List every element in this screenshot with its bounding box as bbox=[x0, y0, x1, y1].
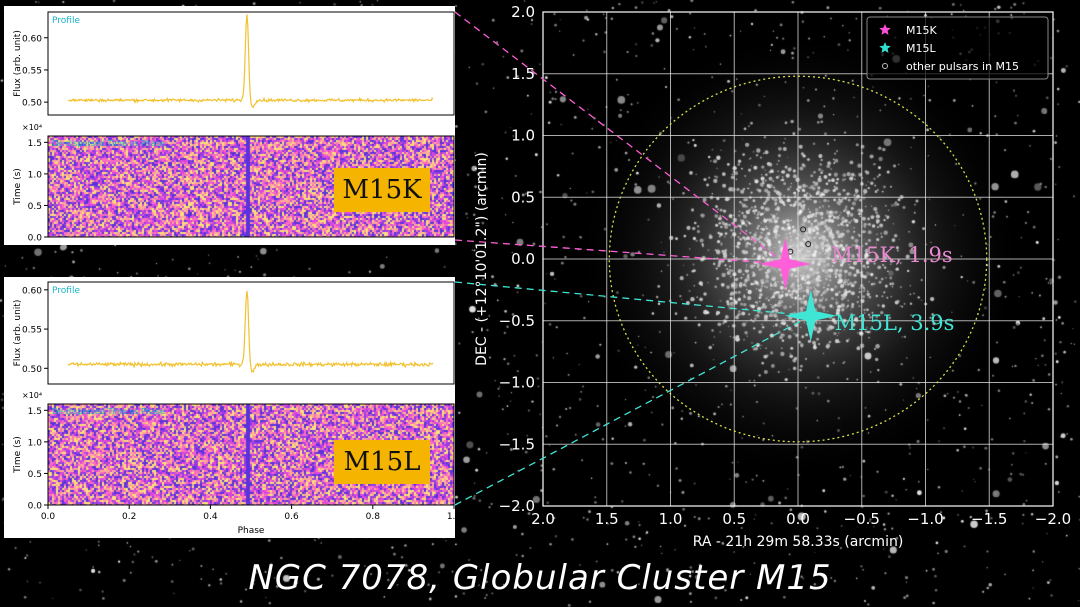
profile-ytick-label: 0.55 bbox=[22, 326, 42, 336]
other-pulsar-marker bbox=[800, 226, 807, 233]
heatmap-ylabel: Time (s) bbox=[13, 168, 23, 206]
skymap-ylabel: DEC - (+12°10'01.2") (arcmin) bbox=[474, 152, 490, 366]
profile-title: Profile bbox=[52, 286, 80, 296]
skymap-frame bbox=[542, 11, 1054, 507]
profile-ytick-label: 0.60 bbox=[22, 34, 42, 44]
profile-ylabel: Flux (arb. unit) bbox=[13, 300, 23, 367]
m15k-connector-bottom bbox=[454, 239, 786, 265]
skymap-ytick-label: −1.0 bbox=[499, 374, 535, 392]
m15l-connector-top bbox=[454, 281, 811, 317]
skymap-ytick-label: 2.0 bbox=[511, 3, 535, 21]
m15l-profile-panel bbox=[4, 277, 455, 389]
skymap-ytick-label: 0.5 bbox=[511, 188, 535, 206]
skymap-xtick-label: −1.0 bbox=[907, 510, 943, 528]
skymap-xlabel: RA - 21h 29m 58.33s (arcmin) bbox=[693, 534, 904, 550]
profile-axes-frame bbox=[47, 11, 455, 116]
phase-xtick-label: 1.0 bbox=[447, 512, 462, 522]
skymap-ytick-label: 1.0 bbox=[511, 127, 535, 145]
m15k-source-label: M15K bbox=[334, 168, 430, 212]
heatmap-ytick-label: 0.5 bbox=[28, 470, 42, 480]
profile-trace bbox=[67, 290, 434, 374]
figure-caption: NGC 7078, Globular Cluster M15 bbox=[248, 558, 832, 598]
skymap-xtick-label: 0.5 bbox=[722, 510, 746, 528]
m15l-connector-bottom bbox=[454, 315, 812, 506]
heatmap-ytick-label: 1.5 bbox=[28, 139, 42, 149]
heatmap-ytick-label: 1.5 bbox=[28, 407, 42, 417]
profile-ytick-label: 0.50 bbox=[22, 365, 42, 375]
profile-ytick-label: 0.50 bbox=[22, 99, 42, 109]
heatmap-title: De-dispersed Time vs Phase bbox=[52, 407, 165, 416]
heatmap-ytick-label: 0.0 bbox=[28, 502, 43, 512]
heatmap-ytick-label: 1.0 bbox=[28, 438, 43, 448]
m15k-connector-top bbox=[454, 11, 786, 265]
skymap-ytick-label: −0.5 bbox=[499, 312, 535, 330]
skymap-xtick-label: 0.0 bbox=[786, 510, 810, 528]
skymap-ytick-label: 0.0 bbox=[511, 250, 535, 268]
legend-m15l-label: M15L bbox=[906, 42, 936, 55]
profile-ytick-label: 0.60 bbox=[22, 286, 42, 296]
legend-other-label: other pulsars in M15 bbox=[906, 60, 1019, 73]
profile-ylabel: Flux (arb. unit) bbox=[13, 30, 23, 97]
heatmap-title: De-dispersed Time vs Phase bbox=[52, 139, 165, 148]
other-pulsar-marker bbox=[805, 241, 812, 248]
heatmap-ytick-label: 0.5 bbox=[28, 202, 42, 212]
skymap-ytick-label: −2.0 bbox=[499, 497, 535, 515]
legend-other-icon bbox=[882, 63, 888, 69]
heatmap-axes-frame bbox=[47, 135, 455, 238]
phase-xtick-label: 0.6 bbox=[284, 512, 299, 522]
heatmap-scale-label: ×10⁴ bbox=[22, 391, 42, 400]
skymap-xtick-label: 1.0 bbox=[659, 510, 683, 528]
skymap-ytick-label: 1.5 bbox=[511, 65, 535, 83]
skymap-xtick-label: −2.0 bbox=[1035, 510, 1071, 528]
m15k-star-marker bbox=[759, 237, 812, 290]
legend-m15k-label: M15K bbox=[906, 24, 937, 37]
m15k-annotation: M15K, 1.9s bbox=[831, 243, 952, 267]
phase-xtick-label: 0.4 bbox=[203, 512, 218, 522]
profile-ytick-label: 0.55 bbox=[22, 66, 42, 76]
cluster-circle bbox=[608, 75, 988, 443]
phase-xtick-label: 0.2 bbox=[122, 512, 136, 522]
skymap-legend bbox=[866, 16, 1049, 80]
skymap-xtick-label: −0.5 bbox=[844, 510, 880, 528]
phase-xtick-label: 0.0 bbox=[41, 512, 56, 522]
phase-xlabel: Phase bbox=[238, 526, 265, 536]
m15l-source-label: M15L bbox=[334, 440, 430, 484]
skymap-xtick-label: −1.5 bbox=[971, 510, 1007, 528]
heatmap-scale-label: ×10⁴ bbox=[22, 123, 42, 132]
profile-title: Profile bbox=[52, 16, 80, 26]
skymap-xtick-label: 2.0 bbox=[531, 510, 555, 528]
m15l-star-marker bbox=[784, 289, 837, 342]
skymap-ytick-label: −1.5 bbox=[499, 435, 535, 453]
m15l-annotation: M15L, 3.9s bbox=[835, 311, 955, 335]
legend-m15k-icon bbox=[879, 24, 891, 35]
phase-xtick-label: 0.8 bbox=[366, 512, 381, 522]
heatmap-ytick-label: 1.0 bbox=[28, 170, 43, 180]
profile-axes-frame bbox=[47, 281, 455, 385]
heatmap-ytick-label: 0.0 bbox=[28, 234, 43, 244]
heatmap-ylabel: Time (s) bbox=[13, 436, 23, 474]
profile-trace bbox=[67, 14, 434, 108]
legend-m15l-icon bbox=[879, 42, 891, 53]
heatmap-axes-frame bbox=[47, 403, 455, 506]
skymap-xtick-label: 1.5 bbox=[595, 510, 619, 528]
